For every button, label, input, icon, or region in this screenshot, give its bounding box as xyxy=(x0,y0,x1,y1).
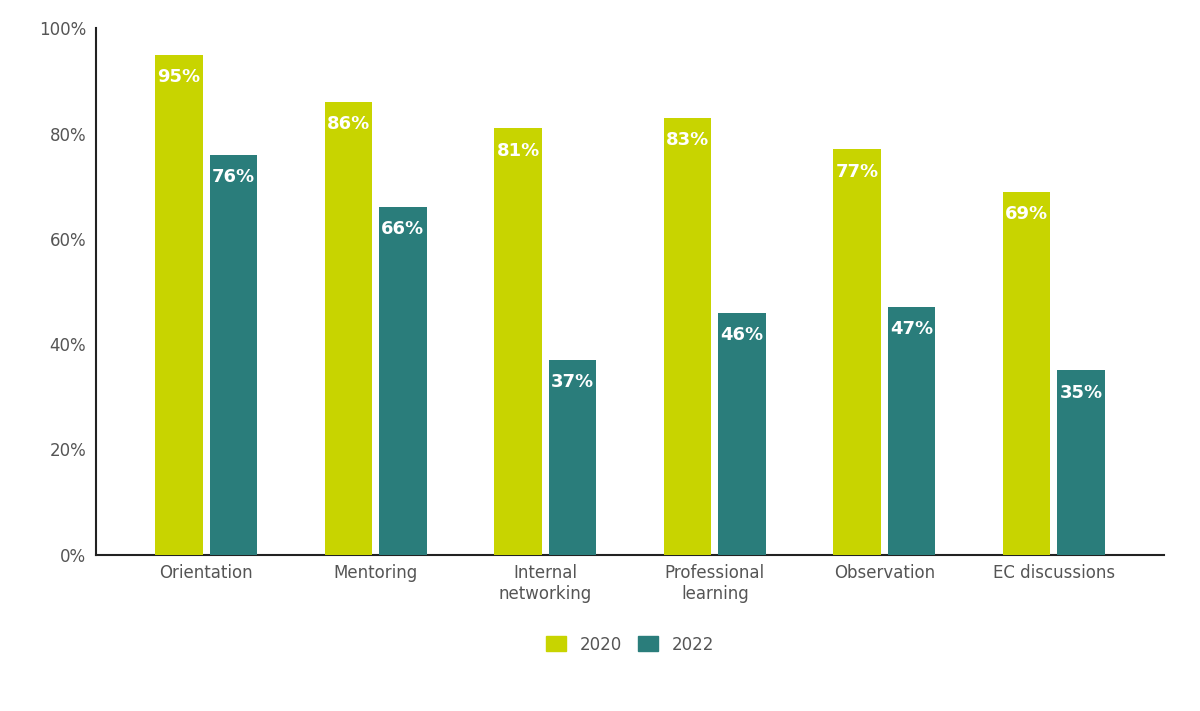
Text: 47%: 47% xyxy=(890,321,932,338)
Bar xyxy=(834,149,881,555)
Text: 83%: 83% xyxy=(666,131,709,149)
Text: 76%: 76% xyxy=(211,168,254,186)
Bar xyxy=(210,155,257,555)
Bar xyxy=(664,118,712,555)
Legend: 2020, 2022: 2020, 2022 xyxy=(538,627,722,662)
Bar xyxy=(379,208,426,555)
Bar xyxy=(548,360,596,555)
Bar xyxy=(1057,370,1105,555)
Bar xyxy=(888,307,935,555)
Text: 46%: 46% xyxy=(720,326,763,343)
Bar xyxy=(325,102,372,555)
Text: 37%: 37% xyxy=(551,373,594,391)
Bar xyxy=(1003,191,1050,555)
Bar xyxy=(718,313,766,555)
Text: 86%: 86% xyxy=(326,115,371,133)
Text: 77%: 77% xyxy=(835,163,878,181)
Text: 95%: 95% xyxy=(157,68,200,86)
Text: 81%: 81% xyxy=(497,141,540,159)
Text: 35%: 35% xyxy=(1060,384,1103,402)
Bar xyxy=(494,129,542,555)
Text: 69%: 69% xyxy=(1006,205,1049,223)
Text: 66%: 66% xyxy=(382,220,425,238)
Bar xyxy=(155,55,203,555)
